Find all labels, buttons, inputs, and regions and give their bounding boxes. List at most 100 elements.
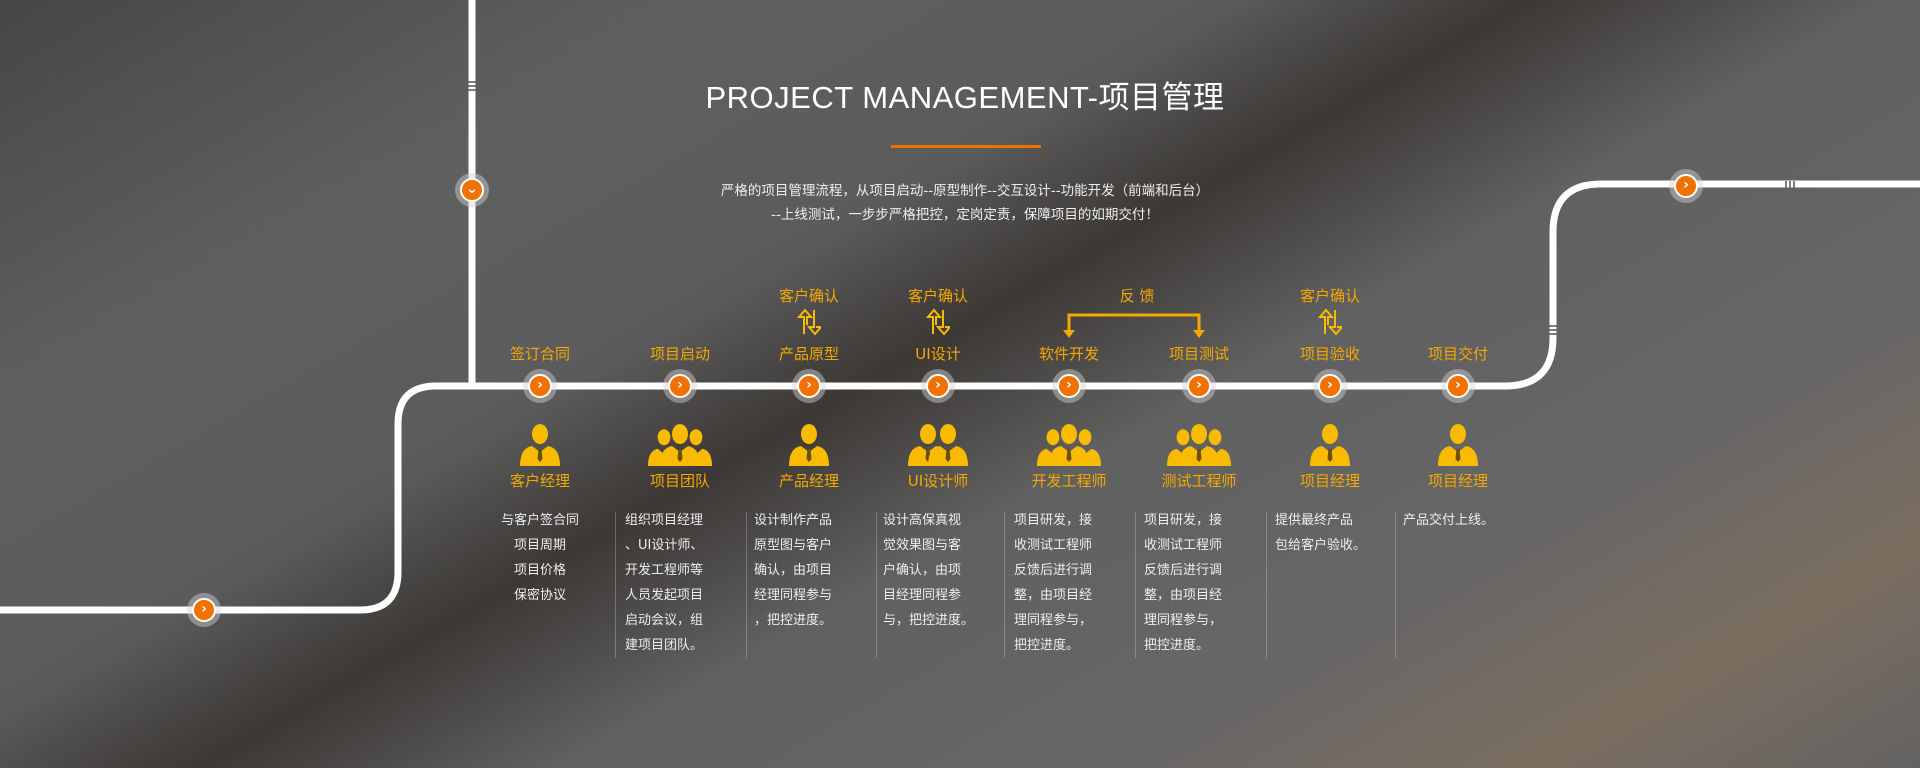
description-line: 保密协议 — [513, 588, 566, 603]
title-underline — [891, 145, 1041, 148]
role-label: 客户经理 — [509, 472, 570, 490]
step-label: 项目测试 — [1168, 345, 1229, 363]
role-label: 产品经理 — [778, 472, 839, 490]
column-divider — [1395, 512, 1396, 658]
chevron-right-icon: › — [797, 374, 821, 398]
scroll-down-node[interactable]: ⌄ — [455, 173, 489, 207]
column-divider — [1266, 512, 1267, 658]
description-line: 组织项目经理 — [625, 513, 704, 528]
description-line: 包给客户验收。 — [1275, 538, 1367, 553]
chevron-right-icon: › — [192, 598, 216, 622]
role-label: 项目团队 — [649, 472, 710, 490]
step-label: 产品原型 — [778, 345, 839, 363]
description-line: 把控进度。 — [1144, 638, 1210, 653]
step-node[interactable]: › — [1313, 369, 1347, 403]
column-divider — [615, 512, 616, 658]
description-line: 户确认，由项 — [883, 563, 962, 578]
confirm-label: 客户确认 — [907, 287, 968, 305]
description-line: 产品交付上线。 — [1403, 513, 1495, 528]
page-title: PROJECT MANAGEMENT-项目管理 — [705, 80, 1225, 115]
role-label: 项目经理 — [1299, 472, 1360, 490]
feedback-arrow — [1067, 313, 1201, 332]
chevron-right-icon: › — [1674, 174, 1698, 198]
description-line: 、UI设计师、 — [625, 538, 704, 553]
description-line: 收测试工程师 — [1144, 538, 1223, 553]
column-divider — [876, 512, 877, 658]
step-label: 项目验收 — [1299, 345, 1360, 363]
description-line: 提供最终产品 — [1275, 513, 1354, 528]
description-line: 开发工程师等 — [625, 563, 704, 578]
chevron-right-icon: › — [1187, 374, 1211, 398]
confirm-label: 客户确认 — [778, 287, 839, 305]
description-line: 目经理同程参 — [883, 588, 962, 603]
step-label: 项目启动 — [649, 345, 710, 363]
person-icon — [1310, 424, 1350, 466]
description-line: 与，把控进度。 — [883, 613, 975, 628]
confirm-label: 客户确认 — [1299, 287, 1360, 305]
description-line: 经理同程参与 — [754, 588, 833, 603]
chevron-right-icon: › — [668, 374, 692, 398]
step-description: 项目研发，接 收测试工程师 反馈后进行调 整，由项目经 理同程参与， 把控进度。 — [1014, 508, 1124, 658]
column-divider — [1004, 512, 1005, 658]
chevron-right-icon: › — [1318, 374, 1342, 398]
person-icon — [1438, 424, 1478, 466]
step-description: 项目研发，接 收测试工程师 反馈后进行调 整，由项目经 理同程参与， 把控进度。 — [1144, 508, 1254, 658]
team-icon — [648, 424, 712, 466]
step-label: UI设计 — [915, 345, 961, 363]
team-icon — [908, 424, 968, 466]
step-node[interactable]: › — [1441, 369, 1475, 403]
description-line: 反馈后进行调 — [1144, 563, 1223, 578]
line-tick-marks — [468, 81, 1795, 335]
step-label: 项目交付 — [1427, 345, 1488, 363]
exchange-arrows-icon — [926, 308, 950, 336]
description-line: 整，由项目经 — [1014, 588, 1093, 603]
chevron-right-icon: › — [926, 374, 950, 398]
description-line: 项目研发，接 — [1014, 513, 1093, 528]
step-node[interactable]: › — [792, 369, 826, 403]
subtitle-line-1: 严格的项目管理流程，从项目启动--原型制作--交互设计--功能开发（前端和后台） — [720, 183, 1210, 199]
description-line: 理同程参与， — [1014, 613, 1093, 628]
exchange-arrows-icon — [797, 308, 821, 336]
step-label: 签订合同 — [509, 345, 570, 363]
step-node[interactable]: › — [1182, 369, 1216, 403]
step-node[interactable]: › — [1052, 369, 1086, 403]
subtitle-line-2: --上线测试，一步步严格把控，定岗定责，保障项目的如期交付！ — [771, 207, 1159, 223]
timeline-node-start[interactable]: › — [187, 593, 221, 627]
step-node[interactable]: › — [523, 369, 557, 403]
chevron-down-icon: ⌄ — [460, 178, 484, 202]
step-description: 提供最终产品 包给客户验收。 — [1275, 508, 1385, 558]
step-label: 软件开发 — [1038, 345, 1099, 363]
description-line: 确认，由项目 — [754, 563, 833, 578]
description-line: 把控进度。 — [1014, 638, 1080, 653]
description-line: ，把控进度。 — [754, 613, 833, 628]
step-node[interactable]: › — [663, 369, 697, 403]
description-line: 理同程参与， — [1144, 613, 1223, 628]
description-line: 觉效果图与客 — [883, 538, 962, 553]
team-icon — [1167, 424, 1231, 466]
description-line: 设计高保真视 — [883, 513, 962, 528]
step-description: 设计高保真视 觉效果图与客 户确认，由项 目经理同程参 与，把控进度。 — [883, 508, 993, 633]
team-icon — [1037, 424, 1101, 466]
step-node[interactable]: › — [921, 369, 955, 403]
exchange-arrows-icon — [1318, 308, 1342, 336]
description-line: 建项目团队。 — [625, 638, 704, 653]
description-line: 设计制作产品 — [754, 513, 833, 528]
feedback-label: 反 馈 — [1119, 287, 1155, 305]
description-line: 项目研发，接 — [1144, 513, 1223, 528]
role-label: UI设计师 — [907, 472, 969, 490]
person-icon — [520, 424, 560, 466]
person-icon — [789, 424, 829, 466]
column-divider — [1135, 512, 1136, 658]
description-line: 收测试工程师 — [1014, 538, 1093, 553]
chevron-right-icon: › — [1446, 374, 1470, 398]
step-description: 组织项目经理 、UI设计师、 开发工程师等 人员发起项目 启动会议，组 建项目团队。 — [625, 508, 735, 658]
chevron-right-icon: › — [1057, 374, 1081, 398]
role-label: 开发工程师 — [1031, 472, 1107, 490]
role-label: 项目经理 — [1427, 472, 1488, 490]
description-line: 项目周期 — [513, 538, 566, 553]
description-line: 与客户签合同 — [500, 513, 579, 528]
description-line: 启动会议，组 — [625, 613, 704, 628]
timeline-node-end[interactable]: › — [1669, 169, 1703, 203]
description-line: 反馈后进行调 — [1014, 563, 1093, 578]
